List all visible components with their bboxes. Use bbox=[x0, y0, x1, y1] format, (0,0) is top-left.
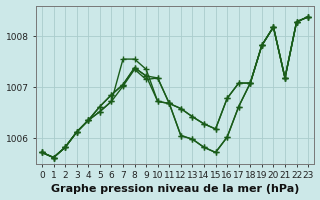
X-axis label: Graphe pression niveau de la mer (hPa): Graphe pression niveau de la mer (hPa) bbox=[51, 184, 299, 194]
